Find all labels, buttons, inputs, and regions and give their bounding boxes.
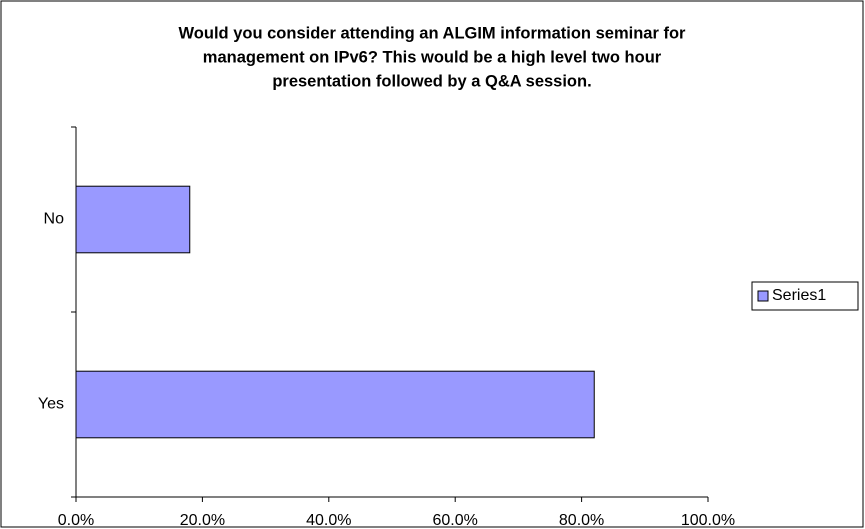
x-tick-label: 80.0% (559, 512, 604, 529)
chart-title: Would you consider attending an ALGIM in… (179, 24, 687, 42)
y-tick-label: Yes (38, 396, 64, 413)
x-tick-label: 20.0% (180, 512, 225, 529)
legend-swatch (757, 290, 769, 302)
x-tick-label: 60.0% (433, 512, 478, 529)
chart-title: management on IPv6? This would be a high… (203, 48, 662, 66)
legend-label: Series1 (772, 287, 826, 304)
bar (75, 370, 595, 439)
y-tick-label: No (44, 211, 65, 228)
x-tick-label: 0.0% (58, 512, 94, 529)
x-tick-label: 100.0% (681, 512, 735, 529)
x-tick-label: 40.0% (306, 512, 351, 529)
bar (75, 185, 191, 254)
chart-title: presentation followed by a Q&A session. (272, 72, 591, 90)
legend-box (751, 281, 859, 311)
